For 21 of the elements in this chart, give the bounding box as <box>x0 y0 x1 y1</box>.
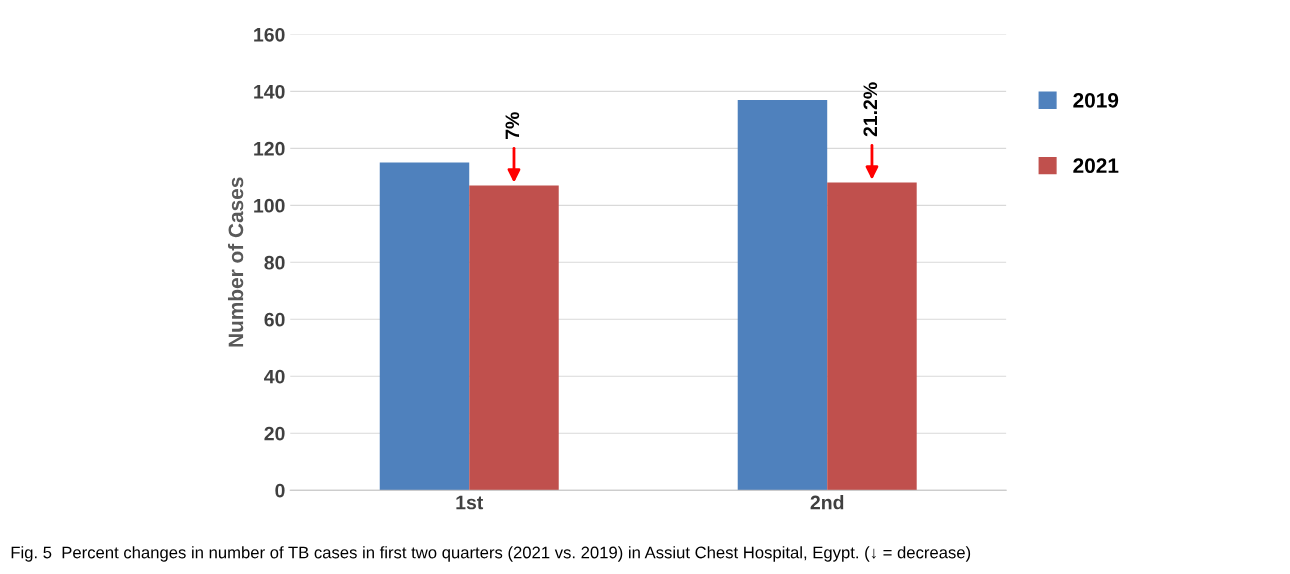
y-tick-label: 140 <box>254 84 285 99</box>
y-tick-label: 160 <box>254 27 285 42</box>
x-tick-label: 2nd <box>810 495 844 510</box>
y-tick-label: 60 <box>264 312 285 327</box>
x-tick-label: 1st <box>456 495 484 510</box>
y-tick-label: 20 <box>264 426 285 441</box>
y-tick-label: 80 <box>264 255 285 270</box>
bar <box>737 99 828 491</box>
y-tick-label: 100 <box>254 198 285 213</box>
y-axis-title: Number of Cases <box>227 177 244 347</box>
bar <box>379 162 470 491</box>
legend-label: 2019 <box>1073 92 1119 108</box>
caption: Fig. 5 Percent changes in number of TB cases in first two quarters (2021 vs. 2019) in Assiut Chest Hospital, Egypt. (↓ = decrease) <box>11 546 971 562</box>
y-tick-label: 0 <box>275 483 285 498</box>
y-tick-label: 120 <box>254 141 285 156</box>
bar <box>827 182 917 491</box>
annotation: 7% <box>505 112 520 139</box>
annotation: 21.2% <box>863 82 878 137</box>
y-tick-label: 40 <box>264 369 285 384</box>
legend-label: 2021 <box>1073 158 1119 174</box>
bar <box>469 185 559 491</box>
